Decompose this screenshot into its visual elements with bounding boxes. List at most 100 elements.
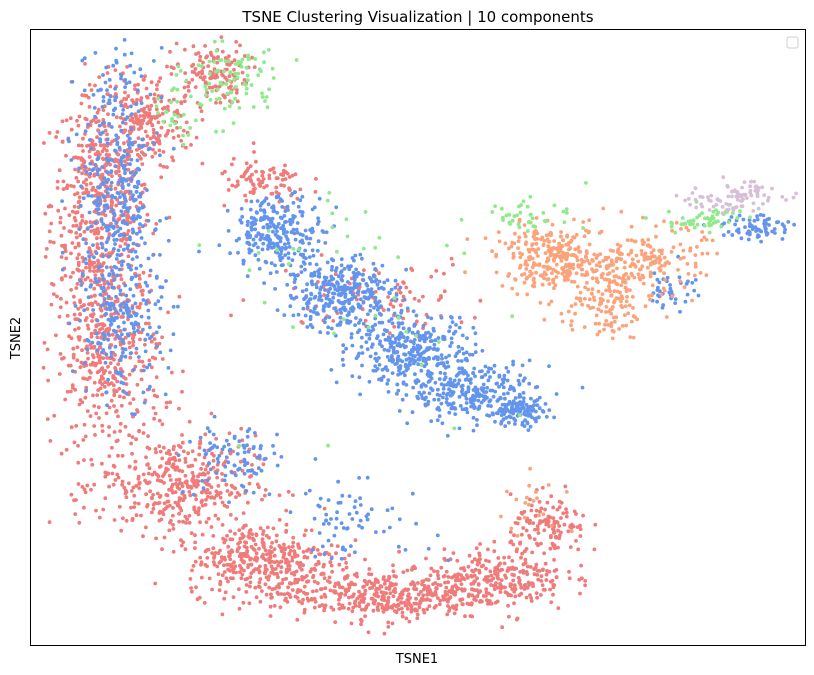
scatter-point-s1-c5 bbox=[475, 423, 479, 428]
scatter-point-s1-c3 bbox=[349, 264, 353, 269]
scatter-point-s0-c9 bbox=[265, 184, 269, 188]
scatter-point-s1-c6 bbox=[552, 415, 556, 420]
scatter-point-s1-c0 bbox=[135, 158, 140, 163]
scatter-point-s0-c4 bbox=[171, 527, 176, 531]
scatter-point-s0-c3 bbox=[141, 288, 145, 293]
scatter-point-s0-c5 bbox=[302, 533, 307, 538]
scatter-point-s0-c4 bbox=[162, 501, 167, 506]
scatter-point-s0-c0 bbox=[114, 170, 118, 174]
scatter-point-s1-c0 bbox=[138, 191, 143, 196]
scatter-point-s1-c5 bbox=[471, 428, 476, 433]
scatter-point-s0-c6 bbox=[363, 608, 367, 612]
scatter-point-s1-c1 bbox=[127, 263, 131, 268]
scatter-point-s0-c5 bbox=[222, 570, 227, 574]
scatter-point-s1-c3 bbox=[366, 312, 370, 317]
scatter-point-s1-c3 bbox=[348, 290, 353, 295]
scatter-point-s0-c1 bbox=[153, 99, 158, 104]
scatter-point-s0-c4 bbox=[191, 474, 196, 479]
scatter-point-s0-c3 bbox=[85, 351, 90, 355]
scatter-point-s1-c3 bbox=[385, 278, 390, 282]
scatter-point-s0-c7 bbox=[567, 569, 571, 574]
scatter-point-s1-c0 bbox=[95, 172, 100, 177]
scatter-point-s0-c3 bbox=[41, 365, 46, 370]
scatter-point-s0-c5 bbox=[228, 557, 233, 562]
scatter-point-s0-c5 bbox=[233, 531, 237, 536]
scatter-point-s0-c6 bbox=[382, 581, 387, 586]
scatter-point-s1-c4 bbox=[460, 346, 465, 351]
scatter-point-s0-c7 bbox=[450, 587, 454, 591]
scatter-point-s0-c3 bbox=[93, 433, 97, 437]
scatter-point-s1-c0 bbox=[114, 133, 119, 138]
scatter-point-s0-c4 bbox=[174, 478, 179, 482]
scatter-point-s0-c0 bbox=[126, 215, 131, 220]
scatter-point-s0-c7 bbox=[499, 584, 503, 588]
scatter-point-s0-c5 bbox=[304, 528, 308, 533]
scatter-point-s1-c1 bbox=[122, 305, 127, 309]
scatter-point-s1-c5 bbox=[522, 376, 527, 381]
scatter-point-s1-c0 bbox=[146, 218, 151, 223]
scatter-point-s1-c7 bbox=[226, 442, 231, 447]
scatter-point-s1-c6 bbox=[500, 402, 505, 407]
scatter-point-s1-c5 bbox=[415, 394, 420, 399]
scatter-point-s0-c6 bbox=[384, 586, 389, 591]
scatter-point-s0-c4 bbox=[117, 504, 122, 509]
scatter-point-s1-c0 bbox=[139, 74, 144, 79]
scatter-point-s1-c8 bbox=[307, 488, 312, 493]
scatter-point-s0-c6 bbox=[417, 605, 422, 610]
scatter-point-s1-c4 bbox=[390, 357, 395, 362]
scatter-point-s0-c0 bbox=[102, 146, 106, 151]
scatter-point-s0-c6 bbox=[400, 614, 405, 619]
scatter-point-s0-c3 bbox=[96, 354, 101, 359]
scatter-point-s1-c0 bbox=[104, 240, 109, 245]
scatter-point-s1-c5 bbox=[490, 388, 495, 393]
scatter-point-s0-c6 bbox=[337, 602, 341, 606]
scatter-point-s0-c9 bbox=[282, 183, 286, 188]
scatter-point-s0-c4 bbox=[151, 502, 156, 507]
scatter-point-s1-c0 bbox=[108, 94, 113, 99]
scatter-point-s0-c3 bbox=[91, 393, 95, 398]
scatter-point-s0-c7 bbox=[544, 572, 549, 577]
scatter-point-s1-c6 bbox=[526, 405, 530, 409]
scatter-point-s0-c0 bbox=[116, 169, 121, 174]
scatter-point-s1-c0 bbox=[123, 85, 127, 89]
scatter-point-s0-c4 bbox=[183, 456, 188, 461]
scatter-point-s0-c5 bbox=[309, 528, 314, 533]
scatter-point-s0-c6 bbox=[368, 586, 372, 591]
scatter-point-s1-c3 bbox=[304, 294, 309, 298]
scatter-point-s0-c6 bbox=[500, 625, 504, 630]
scatter-point-s0-c3 bbox=[117, 394, 122, 399]
scatter-point-s0-c5 bbox=[245, 576, 250, 581]
scatter-point-s0-c6 bbox=[275, 584, 280, 589]
scatter-point-s1-c1 bbox=[134, 312, 139, 316]
scatter-point-s0-c5 bbox=[238, 536, 243, 541]
scatter-point-s1-c4 bbox=[417, 357, 422, 362]
scatter-point-s1-c1 bbox=[122, 327, 127, 332]
scatter-point-s0-c3 bbox=[86, 356, 90, 361]
scatter-point-s1-c1 bbox=[107, 302, 111, 306]
scatter-point-s1-c0 bbox=[125, 133, 130, 138]
scatter-point-s1-c3 bbox=[314, 285, 319, 290]
scatter-point-s1-c0 bbox=[106, 101, 111, 106]
scatter-point-s0-c4 bbox=[81, 438, 86, 442]
scatter-point-s0-c5 bbox=[316, 559, 321, 564]
scatter-point-s0-c10 bbox=[473, 315, 477, 320]
scatter-point-s1-c3 bbox=[336, 288, 341, 293]
scatter-point-s1-c5 bbox=[520, 363, 525, 368]
scatter-point-s0-c7 bbox=[489, 578, 494, 583]
scatter-point-s1-c5 bbox=[466, 373, 470, 378]
scatter-point-s0-c6 bbox=[394, 582, 398, 587]
scatter-point-s1-c1 bbox=[149, 334, 154, 339]
scatter-point-s0-c6 bbox=[390, 582, 395, 587]
scatter-point-s0-c3 bbox=[59, 296, 63, 301]
scatter-point-s0-c6 bbox=[258, 599, 263, 604]
scatter-point-s1-c0 bbox=[80, 58, 85, 63]
scatter-point-s0-c4 bbox=[170, 488, 174, 493]
scatter-point-s1-c4 bbox=[373, 295, 378, 300]
scatter-point-s0-c3 bbox=[91, 355, 96, 360]
scatter-point-s1-c2 bbox=[257, 266, 262, 271]
scatter-point-s0-c6 bbox=[433, 590, 438, 594]
scatter-point-s0-c5 bbox=[295, 560, 300, 565]
scatter-point-s0-c4 bbox=[214, 436, 219, 441]
scatter-point-s1-c5 bbox=[485, 385, 489, 390]
scatter-point-s1-c2 bbox=[265, 222, 270, 227]
